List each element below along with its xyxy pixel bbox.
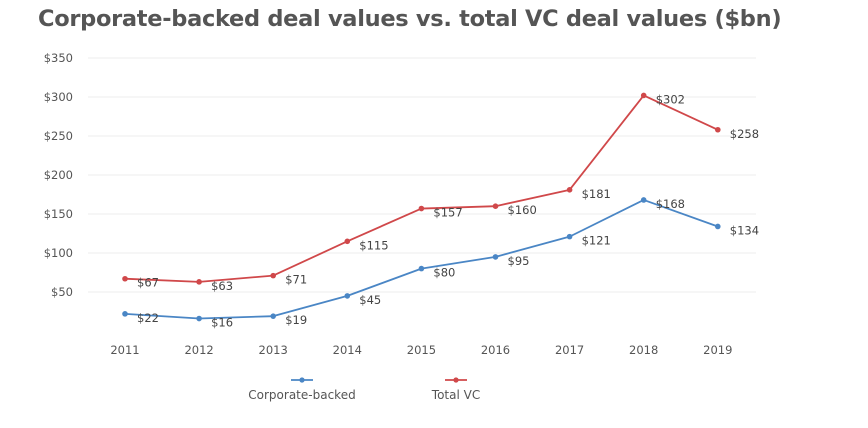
x-tick-label: 2014 (333, 343, 362, 357)
x-tick-label: 2016 (481, 343, 510, 357)
y-tick-label: $100 (44, 246, 73, 260)
data-label: $67 (137, 276, 159, 290)
series-line (124, 94, 719, 283)
data-point (640, 92, 647, 99)
y-tick-label: $200 (44, 168, 73, 182)
legend-item: Total VC (431, 377, 480, 402)
x-axis-ticks: 2011 2012 2013 2014 2015 2016 2017 2018 2019 (110, 343, 732, 357)
data-point (492, 203, 499, 209)
data-point (122, 275, 128, 282)
data-point (715, 126, 721, 133)
data-label: $115 (359, 238, 388, 252)
data-point (270, 313, 277, 319)
data-point (418, 265, 425, 272)
x-tick-label: 2019 (703, 343, 732, 357)
data-label: $181 (582, 187, 611, 201)
legend-marker (453, 377, 459, 383)
y-tick-label: $50 (51, 285, 73, 299)
data-label: $302 (656, 92, 685, 106)
legend-label: Corporate-backed (248, 388, 355, 402)
data-point (270, 272, 277, 279)
legend-label: Total VC (431, 388, 480, 402)
y-axis-ticks: $50 $100 $150 $200 $250 $300 $350 (44, 51, 73, 299)
data-label: $80 (433, 266, 455, 280)
data-label: $134 (730, 223, 759, 237)
data-label: $168 (656, 197, 685, 211)
y-tick-label: $150 (44, 207, 73, 221)
y-tick-label: $350 (44, 51, 73, 65)
x-tick-label: 2011 (110, 343, 139, 357)
data-point (566, 233, 573, 240)
data-label: $95 (508, 254, 530, 268)
data-label: $157 (433, 206, 462, 220)
series-line (124, 199, 719, 320)
legend-item: Corporate-backed (248, 377, 356, 402)
series-corporate-backed: $22 $16 $19 $45 $80 $95 $121 $168 $134 (122, 197, 759, 330)
data-point (122, 311, 128, 317)
chart-title: Corporate-backed deal values vs. total V… (38, 6, 782, 32)
x-tick-label: 2017 (555, 343, 584, 357)
data-label: $121 (582, 234, 611, 248)
data-label: $22 (137, 311, 159, 325)
y-tick-label: $250 (44, 129, 73, 143)
data-label: $63 (211, 279, 233, 293)
data-point (715, 223, 721, 230)
x-tick-label: 2012 (184, 343, 213, 357)
data-point (344, 238, 351, 245)
data-label: $19 (285, 313, 307, 327)
legend-marker (299, 377, 305, 383)
data-label: $160 (508, 203, 537, 217)
data-label: $45 (359, 293, 381, 307)
data-point (418, 205, 425, 212)
series: $22 $16 $19$45$80$95$121$168$134$67 $63 $71$… (122, 92, 759, 330)
x-tick-label: 2018 (629, 343, 658, 357)
data-point (196, 279, 202, 285)
data-point (640, 197, 647, 203)
data-point (492, 254, 499, 260)
data-label: $16 (211, 316, 233, 330)
y-tick-label: $300 (44, 90, 73, 104)
data-point (344, 293, 351, 299)
x-tick-label: 2015 (407, 343, 436, 357)
data-point (566, 187, 573, 193)
series-total-vc: $67 $63 $71 $115 $157 $160 $181 $302 $258 (122, 92, 759, 293)
x-tick-label: 2013 (259, 343, 288, 357)
data-point (196, 315, 202, 322)
data-label: $71 (285, 273, 307, 287)
legend: Corporate-backed Total VC (248, 377, 480, 402)
data-label: $258 (730, 127, 759, 141)
